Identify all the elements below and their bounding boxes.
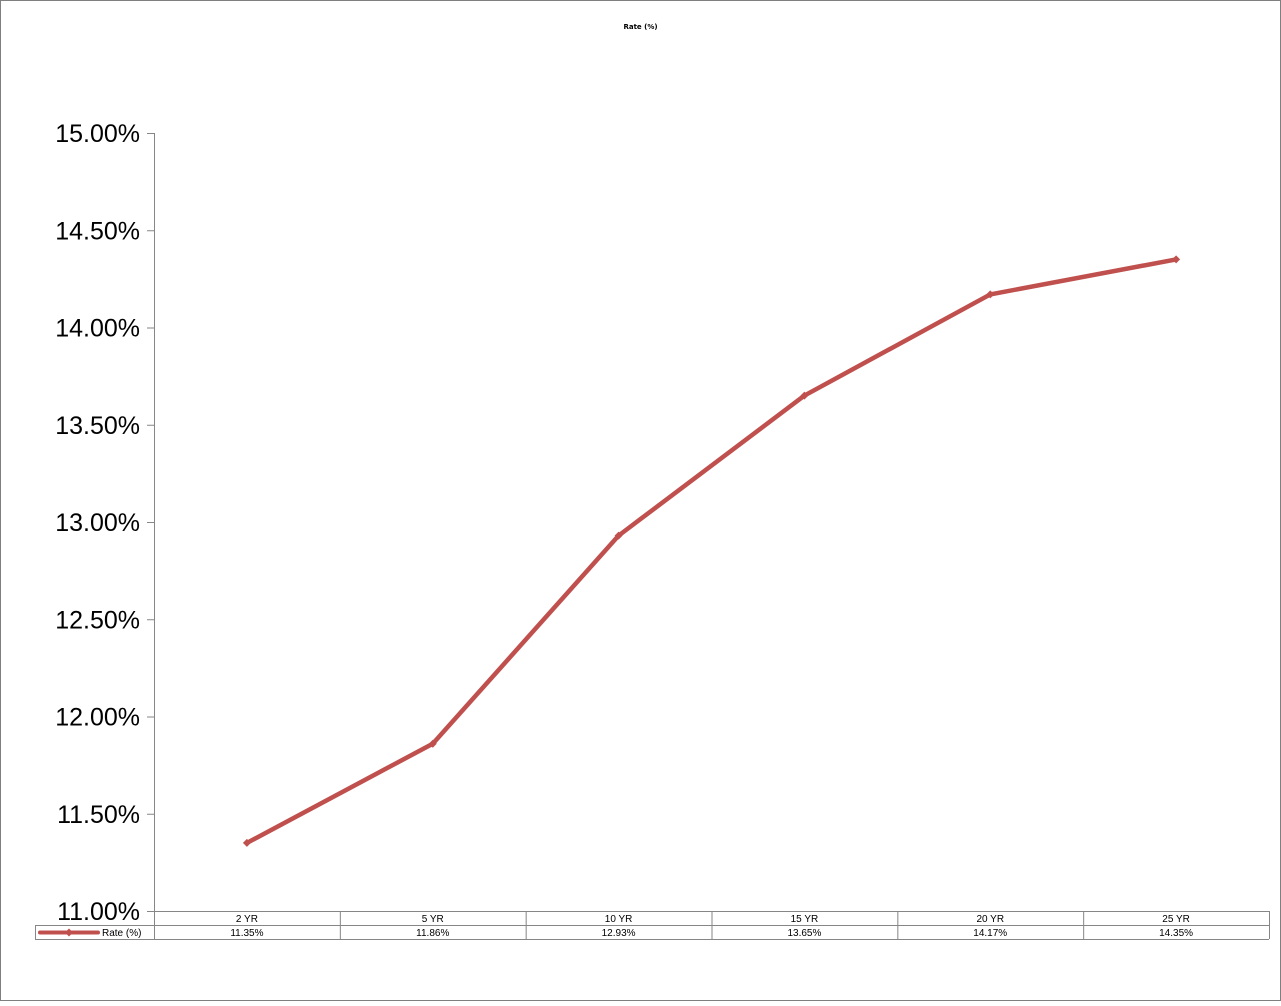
- data-point: [242, 838, 251, 847]
- data-label: 13.65%: [787, 928, 821, 939]
- y-tick-label: 12.00%: [55, 704, 140, 732]
- legend-marker: [65, 928, 73, 937]
- data-label: 14.17%: [973, 928, 1007, 939]
- x-tick-label: 15 YR: [791, 914, 819, 925]
- y-tick-label: 11.00%: [57, 898, 140, 926]
- y-tick-label: 12.50%: [55, 606, 140, 634]
- data-point: [428, 739, 437, 748]
- data-point: [614, 531, 623, 540]
- data-point: [1172, 255, 1181, 264]
- y-tick-label: 14.00%: [55, 315, 140, 343]
- data-label: 11.35%: [230, 928, 263, 939]
- data-label: 12.93%: [602, 928, 636, 939]
- x-tick-label: 2 YR: [236, 914, 258, 925]
- legend-label: Rate (%): [102, 928, 141, 939]
- y-tick-label: 11.50%: [57, 801, 140, 829]
- x-tick-label: 25 YR: [1162, 914, 1190, 925]
- x-tick-label: 20 YR: [976, 914, 1004, 925]
- data-point: [986, 290, 995, 299]
- data-label: 14.35%: [1159, 928, 1193, 939]
- x-tick-label: 5 YR: [422, 914, 444, 925]
- chart-title: Rate (%): [623, 23, 658, 31]
- y-tick-label: 13.00%: [55, 509, 140, 537]
- x-tick-label: 10 YR: [605, 914, 633, 925]
- series-line: [244, 257, 1179, 846]
- y-tick-label: 13.50%: [55, 412, 140, 440]
- data-point: [800, 391, 809, 400]
- y-tick-label: 14.50%: [55, 217, 140, 245]
- y-tick-label: 15.00%: [55, 120, 140, 148]
- data-label: 11.86%: [416, 928, 449, 939]
